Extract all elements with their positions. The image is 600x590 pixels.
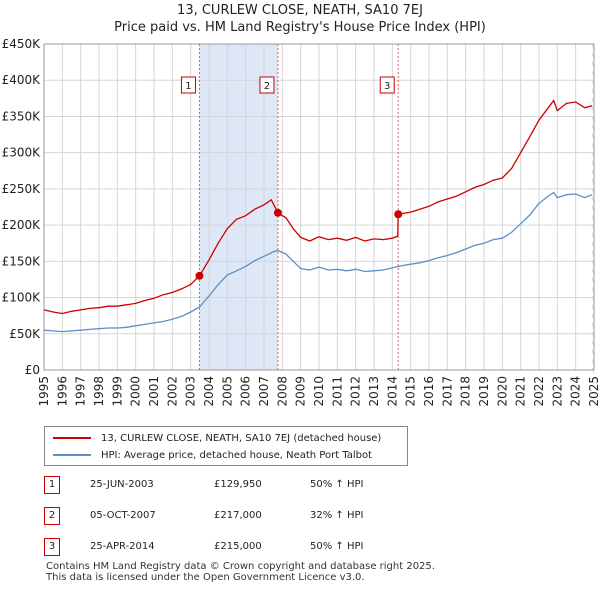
sale-hpi-change: 50% ↑ HPI (310, 479, 364, 490)
x-tick-label: 2003 (184, 376, 198, 407)
sale-number-badge: 1 (44, 476, 60, 494)
y-tick-label: £50K (9, 327, 41, 341)
y-tick-label: £450K (2, 37, 42, 51)
x-tick-label: 2015 (404, 376, 418, 407)
x-tick-label: 2019 (477, 376, 491, 407)
x-tick-label: 2006 (239, 376, 253, 407)
chart-legend: 13, CURLEW CLOSE, NEATH, SA10 7EJ (detac… (44, 426, 408, 466)
y-tick-label: £350K (2, 109, 42, 123)
y-tick-label: £300K (2, 146, 42, 160)
footer-attribution: Contains HM Land Registry data © Crown c… (46, 561, 435, 583)
sale-row-2: 2 05-OCT-2007 £217,000 32% ↑ HPI (44, 507, 444, 525)
sale-label-box (379, 76, 395, 94)
x-tick-label: 2007 (257, 376, 271, 407)
y-tick-label: £150K (2, 254, 42, 268)
chart-title-line1: 13, CURLEW CLOSE, NEATH, SA10 7EJ (177, 3, 423, 18)
x-tick-label: 2004 (202, 376, 216, 407)
chart-title-line2: Price paid vs. HM Land Registry's House … (114, 20, 486, 35)
sale-number-badge: 2 (44, 507, 60, 525)
footer-copyright: Contains HM Land Registry data © Crown c… (46, 561, 435, 572)
legend-swatch-hpi (53, 454, 91, 456)
legend-swatch-property (53, 437, 91, 439)
footer-license: This data is licensed under the Open Gov… (46, 572, 365, 583)
x-tick-label: 2008 (275, 376, 289, 407)
x-tick-label: 2018 (459, 376, 473, 407)
x-tick-label: 2020 (495, 376, 509, 407)
x-tick-label: 2017 (440, 376, 454, 407)
sale-point (273, 208, 282, 217)
sale-price: £217,000 (214, 510, 262, 521)
sale-date: 25-APR-2014 (90, 541, 155, 552)
y-tick-label: £250K (2, 182, 42, 196)
price-chart: £0 £50K £100K £150K £200K £250K £300K £350K £400… (2, 37, 600, 407)
x-tick-label: 2016 (422, 376, 436, 407)
shaded-region (199, 44, 278, 370)
x-tick-label: 2000 (129, 376, 143, 407)
sale-row-1: 1 25-JUN-2003 £129,950 50% ↑ HPI (44, 476, 444, 494)
x-tick-label: 2021 (514, 376, 528, 407)
x-tick-label: 1999 (110, 376, 124, 407)
x-tick-label: 2023 (550, 376, 564, 407)
x-tick-label: 2012 (349, 376, 363, 407)
sale-label-box (259, 76, 275, 94)
sale-label-number: 3 (384, 81, 390, 92)
sale-point (394, 210, 403, 219)
x-tick-label: 2005 (220, 376, 234, 407)
sale-label-box (180, 76, 196, 94)
sale-label-number: 1 (185, 81, 191, 92)
sale-date: 05-OCT-2007 (90, 510, 156, 521)
legend-item-property: 13, CURLEW CLOSE, NEATH, SA10 7EJ (detac… (53, 430, 381, 446)
x-tick-label: 2002 (165, 376, 179, 407)
x-tick-label: 2001 (147, 376, 161, 407)
y-tick-label: £100K (2, 291, 42, 305)
x-tick-label: 2009 (294, 376, 308, 407)
sale-label-number: 2 (264, 81, 270, 92)
sale-point (195, 271, 204, 280)
x-tick-label: 2013 (367, 376, 381, 407)
x-tick-label: 2022 (532, 376, 546, 407)
x-tick-label: 2010 (312, 376, 326, 407)
y-tick-label: £200K (2, 218, 42, 232)
x-tick-label: 1997 (74, 376, 88, 407)
x-tick-label: 1995 (37, 376, 51, 407)
sale-row-3: 3 25-APR-2014 £215,000 50% ↑ HPI (44, 538, 444, 556)
sale-date: 25-JUN-2003 (90, 479, 154, 490)
hatch-line (591, 367, 595, 375)
y-tick-label: £0 (25, 363, 40, 377)
legend-label-hpi: HPI: Average price, detached house, Neat… (101, 449, 373, 461)
y-tick-label: £400K (2, 73, 42, 87)
sale-price: £129,950 (214, 479, 262, 490)
x-tick-label: 2011 (330, 376, 344, 407)
sale-hpi-change: 32% ↑ HPI (310, 510, 364, 521)
sale-number-badge: 3 (44, 538, 60, 556)
property-series-line (43, 99, 593, 315)
x-tick-label: 2025 (587, 376, 600, 407)
legend-label-property: 13, CURLEW CLOSE, NEATH, SA10 7EJ (detac… (101, 432, 382, 444)
legend-item-hpi: HPI: Average price, detached house, Neat… (53, 447, 372, 463)
x-tick-label: 2014 (385, 376, 399, 407)
x-tick-label: 1998 (92, 376, 106, 407)
sale-price: £215,000 (214, 541, 262, 552)
hpi-series-line (43, 191, 593, 333)
plot-border (43, 43, 595, 371)
x-tick-label: 2024 (569, 376, 583, 407)
x-tick-label: 1996 (55, 376, 69, 407)
sale-hpi-change: 50% ↑ HPI (310, 541, 364, 552)
